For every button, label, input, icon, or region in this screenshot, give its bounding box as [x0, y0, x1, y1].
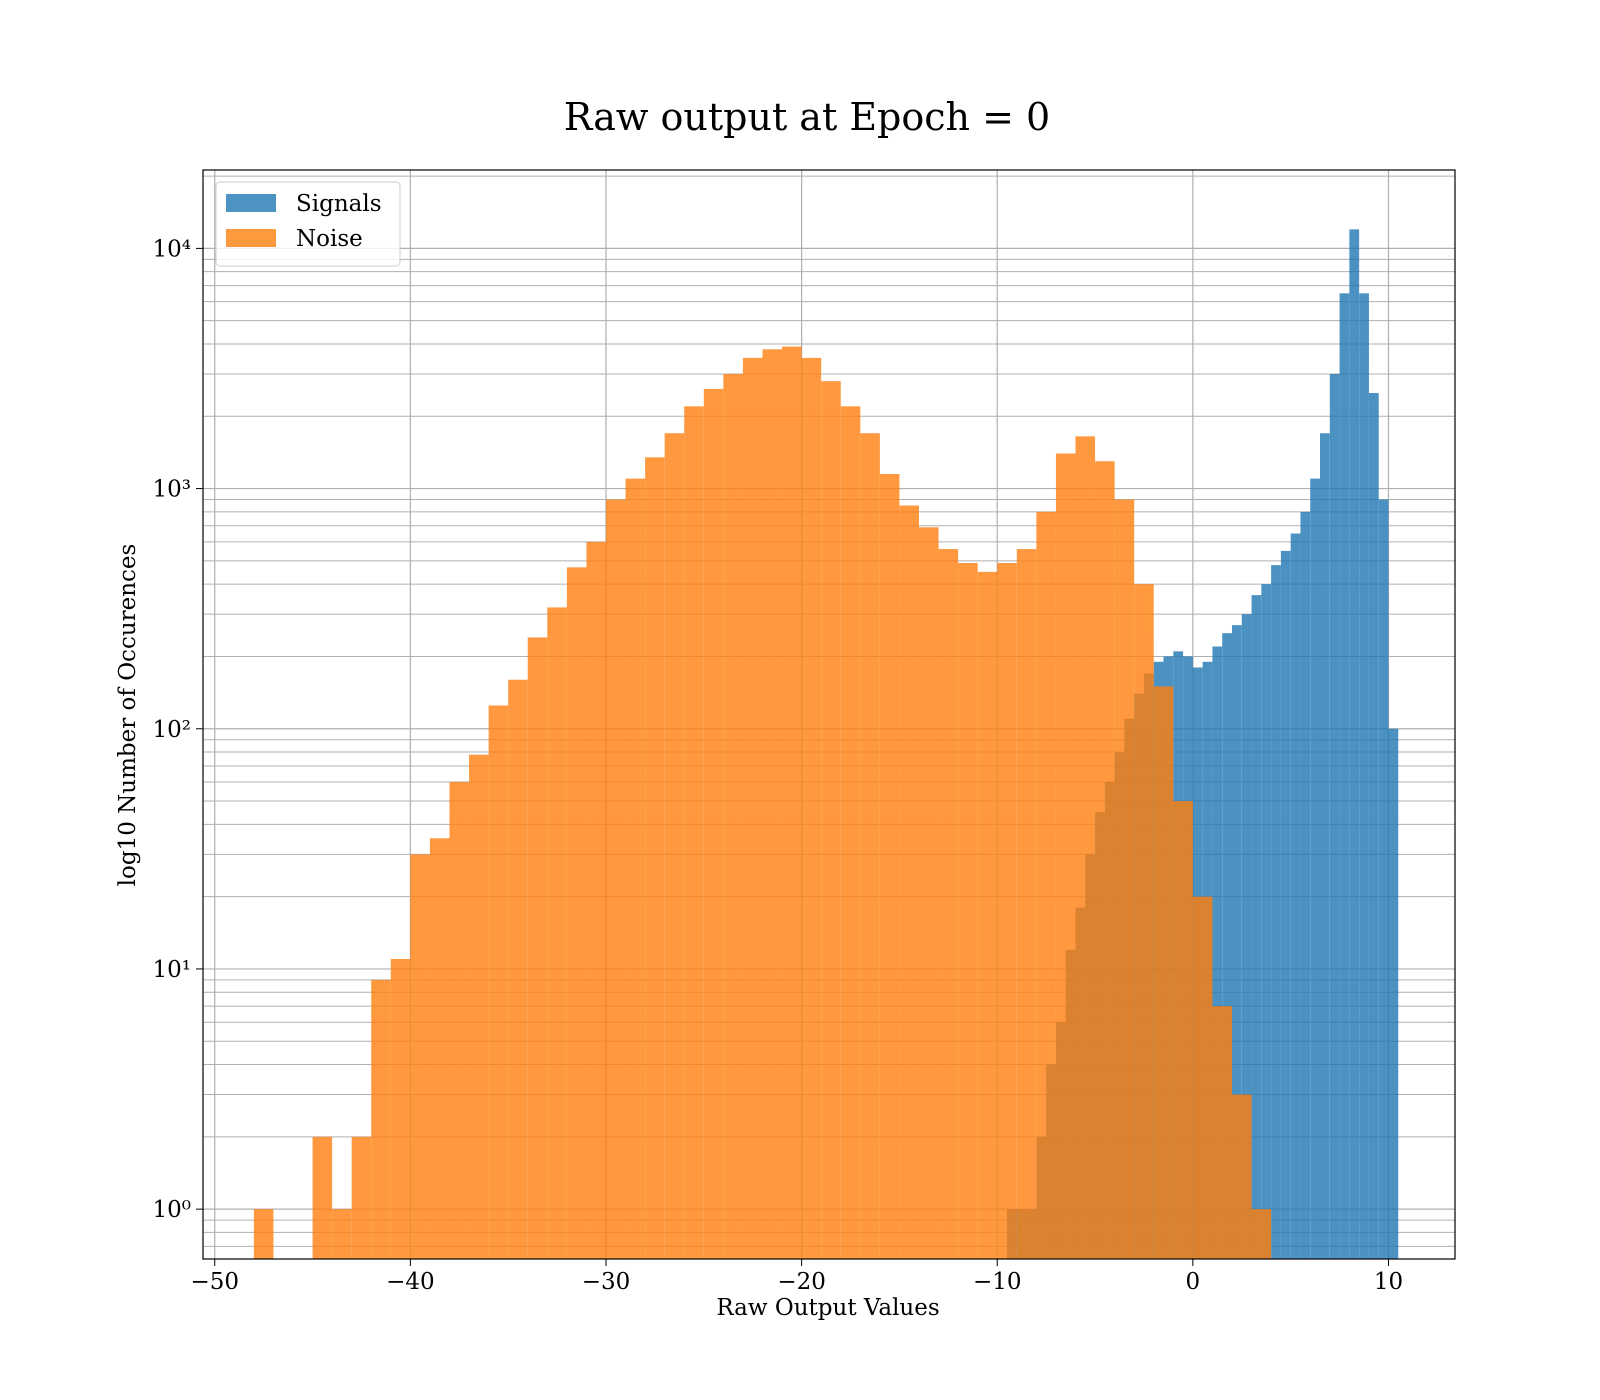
histogram-bar	[605, 499, 626, 1259]
histogram-bar	[1280, 550, 1291, 1259]
legend-label: Signals	[296, 191, 382, 217]
x-tick-label: −50	[190, 1269, 239, 1295]
y-tick-label: 10¹	[153, 957, 192, 983]
histogram-bar	[1251, 595, 1262, 1259]
histogram-bar	[1114, 499, 1135, 1259]
x-tick-label: −40	[386, 1269, 435, 1295]
histogram-bar	[1212, 1006, 1232, 1259]
histogram-bar	[1231, 625, 1242, 1259]
legend-swatch	[226, 194, 276, 212]
histogram-bar	[860, 433, 880, 1260]
x-tick-label: −10	[973, 1269, 1022, 1295]
histogram-bar	[821, 381, 841, 1259]
histogram-bar	[332, 1209, 352, 1259]
histogram-bar	[918, 527, 939, 1259]
histogram-bar	[703, 388, 724, 1259]
histogram-bar	[1290, 533, 1301, 1259]
y-tick-label: 10³	[153, 477, 192, 503]
y-tick-label: 10⁰	[153, 1197, 192, 1223]
histogram-bar	[312, 1136, 333, 1259]
histogram-bar	[1173, 801, 1193, 1259]
x-axis-label: Raw Output Values	[716, 1295, 939, 1321]
histogram-bar	[449, 782, 470, 1259]
histogram-bar	[1349, 229, 1360, 1259]
histogram-bar	[938, 549, 959, 1259]
legend-label: Noise	[296, 226, 363, 252]
histogram-bar	[1271, 565, 1281, 1259]
histogram-bar	[1378, 499, 1389, 1259]
histogram-bar	[1320, 433, 1330, 1260]
series	[253, 346, 1272, 1260]
y-tick-label: 10⁴	[153, 236, 192, 262]
histogram-bar	[1339, 293, 1350, 1259]
histogram-bar	[1212, 646, 1223, 1259]
histogram-bar	[1075, 436, 1096, 1260]
y-tick-label: 10²	[153, 717, 192, 743]
histogram-bar	[566, 567, 587, 1259]
histogram-bar	[410, 854, 430, 1259]
histogram-bar	[977, 571, 998, 1259]
histogram-bar	[1368, 392, 1379, 1259]
histogram-bar	[351, 1136, 372, 1259]
histogram-bar	[684, 406, 704, 1260]
x-tick-label: −20	[777, 1269, 826, 1295]
histogram-bar	[840, 406, 861, 1260]
histogram-bar	[527, 637, 548, 1259]
plot-frame	[202, 169, 1456, 1260]
histogram-bar	[958, 562, 978, 1259]
x-tick-label: −30	[582, 1269, 631, 1295]
histogram-bar	[1329, 373, 1340, 1260]
x-tick-label: 0	[1186, 1269, 1201, 1295]
histogram-bar	[997, 562, 1017, 1259]
histogram-bar	[1222, 633, 1232, 1259]
histogram-bar	[1095, 461, 1115, 1259]
histogram-bar	[1134, 584, 1154, 1259]
histogram-bar	[1241, 614, 1252, 1259]
legend-swatch	[226, 229, 276, 247]
chart-title: Raw output at Epoch = 0	[564, 95, 1050, 139]
histogram-bar	[1055, 453, 1076, 1259]
histogram-bar	[253, 1209, 274, 1259]
y-axis-label: log10 Number of Occurences	[115, 544, 141, 887]
histogram-bar	[547, 607, 567, 1259]
x-tick-label: 10	[1374, 1269, 1403, 1295]
histogram-bar	[742, 357, 763, 1260]
histogram-bar	[723, 373, 743, 1260]
histogram-bar	[762, 349, 783, 1259]
histogram-bar	[625, 478, 646, 1259]
histogram-bar	[488, 705, 509, 1259]
histogram-bar	[1036, 511, 1056, 1259]
histogram-bar	[1192, 896, 1213, 1259]
histogram-bar	[469, 754, 489, 1259]
histogram-bar	[782, 346, 802, 1259]
histogram-bar	[645, 457, 665, 1259]
histogram-bar	[508, 679, 528, 1259]
histogram-bar	[1359, 293, 1369, 1259]
histogram-bar	[1231, 1094, 1252, 1259]
histogram-bar	[1153, 686, 1174, 1259]
histogram-bar	[1388, 728, 1399, 1259]
histogram-bar	[879, 473, 900, 1260]
histogram-bar	[586, 541, 606, 1259]
histogram-bar	[801, 357, 822, 1260]
histogram-bar	[1310, 478, 1321, 1259]
histogram-bar	[390, 959, 411, 1259]
histogram-bar	[1300, 511, 1311, 1259]
histogram-bar	[664, 433, 685, 1260]
histogram-bar	[1261, 584, 1272, 1259]
histogram-bar	[371, 979, 391, 1259]
histogram-bar	[1251, 1209, 1272, 1259]
histogram-bar	[429, 838, 450, 1259]
histogram-bar	[1016, 549, 1037, 1259]
histogram-bar	[899, 505, 919, 1259]
